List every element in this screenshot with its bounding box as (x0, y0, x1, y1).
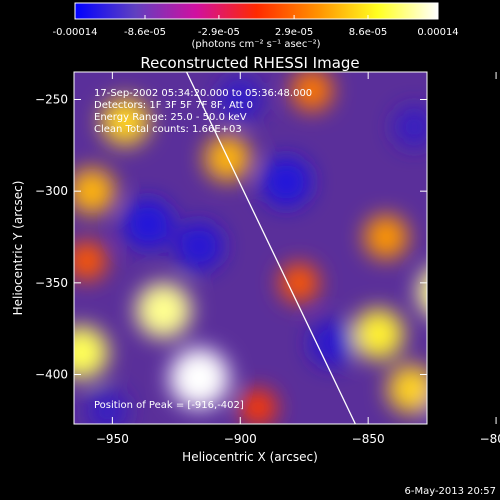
x-tick-label: −800 (480, 432, 500, 446)
x-tick-label: −950 (96, 432, 129, 446)
heatmap-source (364, 215, 409, 259)
heatmap-source (135, 282, 192, 339)
date-stamp: 6-May-2013 20:57 (404, 486, 496, 497)
y-tick-label: −400 (35, 368, 68, 382)
colorbar-tick-label: 8.6e-05 (349, 27, 387, 38)
x-tick-label: −850 (352, 432, 385, 446)
info-line: Detectors: 1F 3F 5F 7F 8F, Att 0 (94, 100, 253, 111)
y-tick-label: −250 (35, 93, 68, 107)
y-tick-label: −300 (35, 184, 68, 198)
heatmap-source (291, 72, 333, 112)
y-axis-label: Heliocentric Y (arcsec) (11, 181, 25, 316)
info-line: Energy Range: 25.0 - 50.0 keV (94, 112, 247, 123)
observation-info: 17-Sep-2002 05:34:20.000 to 05:36:48.000… (94, 88, 312, 135)
colorbar-tick-label: 2.9e-05 (275, 27, 313, 38)
plot-frame (73, 71, 428, 425)
heatmap-source (387, 364, 427, 414)
peak-position-label: Position of Peak = [-916,-402] (94, 400, 244, 411)
heatmap-source (417, 270, 427, 314)
heatmap-source (169, 348, 230, 409)
y-tick-label: −350 (35, 276, 68, 290)
heatmap-source (74, 241, 107, 281)
heatmap-area (74, 72, 500, 430)
heatmap-source (100, 97, 150, 146)
solar-limb-line (185, 72, 356, 424)
x-axis: −950 −900 −850 −800 (96, 72, 500, 446)
heatmap-source (279, 263, 319, 303)
colorbar-gradient (74, 2, 439, 20)
heatmap-source (239, 388, 277, 424)
heatmap-source (352, 308, 404, 360)
heatmap-source (175, 221, 224, 271)
heatmap-source (447, 181, 500, 239)
chart-title: Reconstructed RHESSI Image (140, 54, 359, 72)
colorbar-tick-label: -2.9e-05 (198, 27, 240, 38)
heatmap-source (218, 77, 263, 122)
heatmap-source (482, 139, 500, 192)
heatmap-source (122, 198, 174, 250)
heatmap-source (393, 106, 427, 148)
info-line: Clean Total counts: 1.66E+03 (94, 124, 242, 135)
heatmap-source (309, 320, 356, 367)
colorbar: -0.00014 -8.6e-05 -2.9e-05 2.9e-05 8.6e-05 0.… (53, 2, 459, 50)
heatmap-source (428, 386, 472, 430)
info-line: 17-Sep-2002 05:34:20.000 to 05:36:48.000 (94, 88, 312, 99)
colorbar-tick-label: -0.00014 (53, 27, 98, 38)
heatmap-source (260, 156, 312, 208)
colorbar-ticks: -0.00014 -8.6e-05 -2.9e-05 2.9e-05 8.6e-05 0.… (53, 15, 459, 38)
y-axis: −250 −300 −350 −400 (35, 93, 427, 382)
colorbar-tick-label: 0.00014 (417, 27, 458, 38)
heatmap-source (472, 249, 500, 298)
x-axis-label: Heliocentric X (arcsec) (182, 450, 318, 464)
colorbar-unit-label: (photons cm⁻² s⁻¹ asec⁻²) (191, 39, 320, 50)
heatmap-source (74, 325, 109, 380)
heatmap-source (74, 168, 116, 215)
x-tick-label: −900 (224, 432, 257, 446)
colorbar-tick-label: -8.6e-05 (124, 27, 166, 38)
heatmap-sources (74, 72, 500, 430)
heatmap-source (86, 390, 129, 424)
